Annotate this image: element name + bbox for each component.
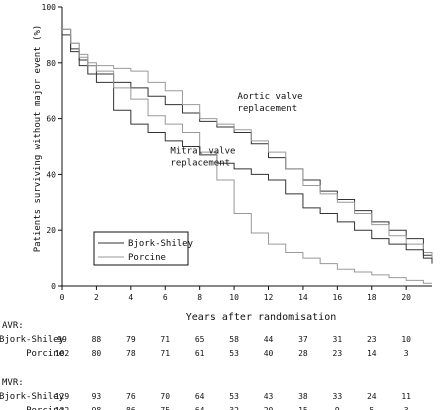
risk-value: 58 (229, 335, 239, 344)
risk-value: 53 (229, 349, 239, 358)
risk-value: 43 (264, 392, 274, 401)
risk-row-label: Porcine (26, 406, 64, 410)
plot-lines (62, 28, 433, 284)
risk-value: 86 (126, 406, 136, 410)
y-tick-label: 80 (46, 59, 56, 68)
y-tick-label: 20 (46, 226, 56, 235)
annotation-text: replacement (170, 158, 230, 168)
risk-value: 61 (195, 349, 205, 358)
risk-value: 23 (367, 335, 377, 344)
risk-value: 93 (92, 392, 102, 401)
y-axis-label: Patients surviving without major event (… (33, 25, 43, 253)
risk-value: 24 (367, 392, 377, 401)
risk-row-label: Porcine (26, 349, 64, 359)
legend-entry: Bjork-Shiley (128, 239, 194, 249)
x-tick-label: 20 (401, 293, 411, 302)
risk-value: 5 (369, 406, 374, 410)
risk-value: 99 (57, 335, 67, 344)
risk-value: 38 (298, 392, 308, 401)
risk-value: 76 (126, 392, 136, 401)
annotation-text: Aortic valve (238, 92, 303, 102)
y-tick-label: 60 (46, 115, 56, 124)
risk-value: 15 (298, 406, 308, 410)
y-tick-label: 0 (51, 282, 56, 291)
risk-value: 23 (333, 349, 343, 358)
risk-value: 3 (404, 406, 409, 410)
x-tick-label: 6 (163, 293, 168, 302)
series-line-mvr-porcine (62, 28, 432, 284)
x-tick-label: 14 (298, 293, 308, 302)
x-tick-label: 16 (333, 293, 343, 302)
risk-value: 28 (298, 349, 308, 358)
risk-value: 32 (229, 406, 239, 410)
risk-value: 98 (92, 406, 102, 410)
risk-value: 80 (92, 349, 102, 358)
risk-value: 102 (55, 349, 70, 358)
risk-group-title: AVR: (2, 321, 24, 331)
risk-value: 75 (160, 406, 170, 410)
axes: 0 20 40 60 80 100 0 2 4 6 8 10 12 14 16 18 20 Years after… (33, 3, 432, 323)
risk-value: 37 (298, 335, 308, 344)
risk-value: 40 (264, 349, 274, 358)
risk-value: 78 (126, 349, 136, 358)
risk-value: 79 (126, 335, 136, 344)
x-tick-label: 8 (197, 293, 202, 302)
risk-value: 64 (195, 392, 205, 401)
x-tick-label: 4 (128, 293, 133, 302)
risk-value: 9 (335, 406, 340, 410)
x-axis-label: Years after randomisation (186, 312, 337, 323)
annotation-text: Mitral valve (170, 146, 235, 156)
risk-value: 71 (160, 335, 170, 344)
risk-row-label: Bjork-Shiley (0, 335, 65, 345)
legend-box (93, 231, 189, 266)
risk-value: 33 (333, 392, 343, 401)
risk-row-label: Bjork-Shiley (0, 392, 65, 402)
series-line-mvr-bjork-shiley (62, 34, 433, 264)
risk-value: 3 (404, 349, 409, 358)
risk-value: 53 (229, 392, 239, 401)
risk-value: 10 (401, 335, 411, 344)
y-tick-label: 40 (46, 170, 56, 179)
x-tick-label: 18 (367, 293, 377, 302)
x-tick-label: 12 (264, 293, 274, 302)
annotations: Aortic valve replacement Mitral valve repla… (170, 92, 302, 168)
risk-value: 64 (195, 406, 205, 410)
risk-group-title: MVR: (2, 378, 24, 388)
risk-value: 88 (92, 335, 102, 344)
x-tick-label: 10 (229, 293, 239, 302)
y-tick-label: 100 (42, 3, 57, 12)
series-line-avr-porcine (62, 28, 433, 259)
risk-value: 14 (367, 349, 377, 358)
risk-value: 11 (401, 392, 411, 401)
legend-entry: Porcine (128, 253, 166, 263)
risk-value: 65 (195, 335, 205, 344)
risk-value: 70 (160, 392, 170, 401)
risk-value: 129 (55, 392, 70, 401)
x-tick-label: 2 (94, 293, 99, 302)
risk-value: 20 (264, 406, 274, 410)
annotation-text: replacement (238, 104, 298, 114)
risk-value: 71 (160, 349, 170, 358)
risk-value: 44 (264, 335, 274, 344)
risk-value: 132 (55, 406, 70, 410)
legend: Bjork-Shiley Porcine (93, 231, 194, 266)
risk-value: 31 (333, 335, 343, 344)
series-line-avr-bjork-shiley (62, 28, 433, 261)
x-tick-label: 0 (60, 293, 65, 302)
